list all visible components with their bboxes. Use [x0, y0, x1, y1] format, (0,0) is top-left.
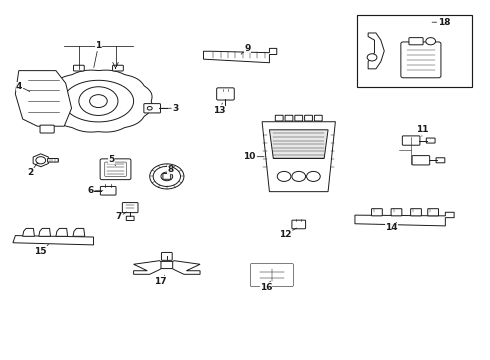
Polygon shape — [270, 130, 328, 158]
FancyBboxPatch shape — [412, 156, 430, 165]
FancyBboxPatch shape — [144, 104, 160, 113]
Circle shape — [90, 95, 107, 108]
Polygon shape — [56, 228, 68, 236]
Circle shape — [367, 54, 377, 61]
Circle shape — [277, 171, 291, 181]
Text: 2: 2 — [27, 162, 38, 177]
Text: 13: 13 — [213, 103, 225, 114]
Text: 5: 5 — [108, 155, 116, 166]
FancyBboxPatch shape — [409, 38, 423, 45]
FancyBboxPatch shape — [428, 209, 439, 216]
Text: 3: 3 — [161, 104, 179, 113]
FancyBboxPatch shape — [40, 125, 54, 133]
Polygon shape — [203, 48, 277, 63]
FancyBboxPatch shape — [315, 115, 322, 121]
Polygon shape — [45, 70, 152, 132]
FancyBboxPatch shape — [163, 174, 171, 179]
Polygon shape — [15, 71, 72, 126]
FancyBboxPatch shape — [113, 65, 123, 71]
Circle shape — [426, 38, 436, 45]
FancyBboxPatch shape — [295, 115, 303, 121]
FancyBboxPatch shape — [305, 115, 313, 121]
Text: 16: 16 — [260, 281, 272, 292]
Polygon shape — [355, 212, 454, 226]
Text: 9: 9 — [241, 44, 250, 54]
Bar — [357, 15, 472, 87]
Circle shape — [307, 171, 320, 181]
FancyBboxPatch shape — [292, 220, 306, 229]
FancyBboxPatch shape — [161, 261, 172, 269]
Circle shape — [147, 107, 152, 110]
Polygon shape — [39, 228, 50, 236]
Circle shape — [292, 171, 306, 181]
FancyBboxPatch shape — [217, 88, 234, 100]
Polygon shape — [262, 122, 335, 192]
FancyBboxPatch shape — [285, 115, 293, 121]
FancyBboxPatch shape — [250, 264, 294, 287]
FancyBboxPatch shape — [275, 115, 283, 121]
Text: 10: 10 — [244, 152, 264, 161]
Polygon shape — [63, 80, 134, 122]
Circle shape — [150, 164, 184, 189]
FancyBboxPatch shape — [253, 265, 291, 285]
FancyBboxPatch shape — [426, 138, 435, 143]
Text: 14: 14 — [385, 222, 398, 232]
Polygon shape — [13, 235, 94, 245]
FancyBboxPatch shape — [126, 216, 134, 221]
Text: 12: 12 — [279, 228, 296, 239]
FancyBboxPatch shape — [48, 158, 58, 162]
Text: 6: 6 — [87, 186, 103, 195]
Polygon shape — [73, 228, 85, 236]
Text: 15: 15 — [34, 244, 49, 256]
Circle shape — [79, 87, 118, 116]
FancyBboxPatch shape — [105, 162, 126, 176]
Polygon shape — [368, 33, 384, 69]
FancyBboxPatch shape — [122, 203, 138, 213]
Polygon shape — [134, 261, 167, 274]
FancyBboxPatch shape — [74, 65, 84, 71]
FancyBboxPatch shape — [371, 209, 382, 216]
FancyBboxPatch shape — [401, 42, 441, 78]
Text: 18: 18 — [432, 18, 450, 27]
Text: 11: 11 — [416, 125, 428, 136]
Polygon shape — [23, 228, 34, 236]
FancyBboxPatch shape — [100, 159, 131, 180]
Circle shape — [153, 166, 180, 186]
FancyBboxPatch shape — [436, 158, 445, 163]
Circle shape — [36, 157, 46, 164]
Text: 1: 1 — [94, 41, 101, 67]
FancyBboxPatch shape — [411, 209, 421, 216]
Circle shape — [161, 172, 172, 181]
Polygon shape — [33, 154, 49, 167]
FancyBboxPatch shape — [391, 209, 402, 216]
Text: 7: 7 — [116, 212, 126, 221]
Text: 8: 8 — [167, 166, 173, 176]
Text: 4: 4 — [16, 82, 30, 91]
FancyBboxPatch shape — [161, 252, 172, 260]
FancyBboxPatch shape — [100, 186, 116, 195]
FancyBboxPatch shape — [402, 136, 420, 145]
Text: 17: 17 — [154, 275, 167, 285]
Polygon shape — [167, 261, 200, 274]
